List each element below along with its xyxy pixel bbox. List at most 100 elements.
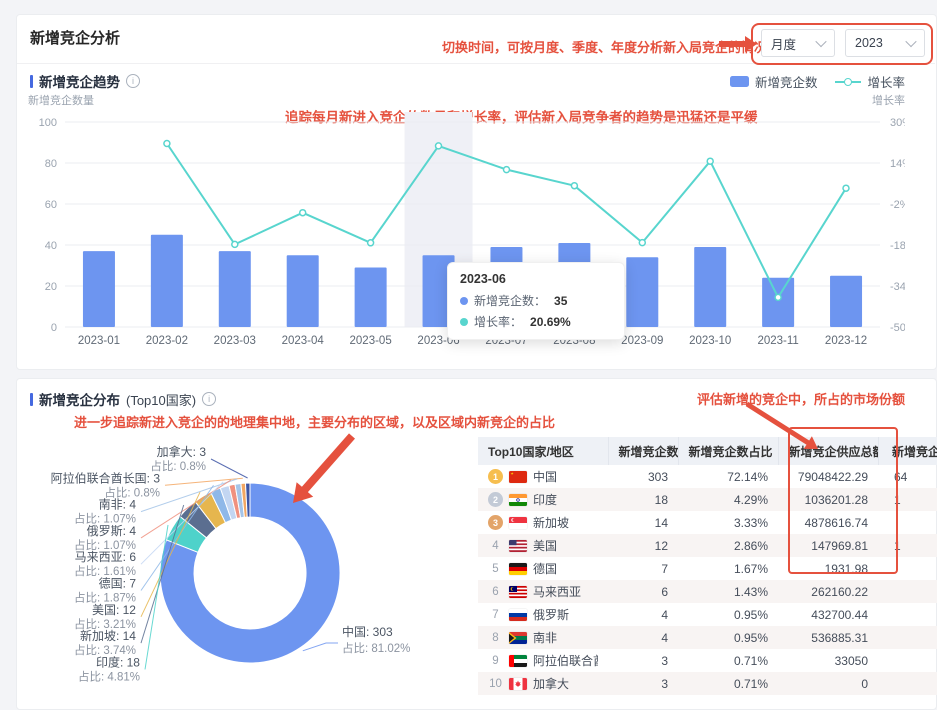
- bar-2023-06[interactable]: [422, 255, 455, 327]
- tooltip-title: 2023-06: [460, 272, 506, 286]
- cell-count: 3: [661, 653, 668, 668]
- cell-count_pct: 1.67%: [733, 561, 768, 576]
- bar-2023-03[interactable]: [218, 251, 251, 327]
- bar-2023-01[interactable]: [82, 251, 115, 327]
- bar-2023-04[interactable]: [286, 255, 319, 327]
- country-name: 马来西亚: [533, 585, 582, 599]
- x-tick: 2023-02: [146, 335, 188, 347]
- donut-label-pct: 占比: 0.8%: [104, 485, 160, 499]
- country-name: 中国: [533, 470, 558, 484]
- flag-icon-cn: [509, 470, 527, 483]
- y-right-tick: 14%: [890, 158, 905, 170]
- country-name: 南非: [533, 631, 558, 645]
- tooltip-row: 增长率： 20.69%: [460, 313, 612, 330]
- table-row-俄罗斯[interactable]: 7 俄罗斯 4 0.95% 432700.44: [478, 603, 937, 626]
- growth-line-point[interactable]: [706, 157, 714, 165]
- year-select[interactable]: 2023: [845, 29, 925, 57]
- bar-2023-10[interactable]: [694, 247, 727, 327]
- table-header-1: 新增竞企数: [607, 437, 678, 465]
- country-name: 加拿大: [533, 677, 570, 691]
- bar-2023-05[interactable]: [354, 267, 387, 327]
- info-icon[interactable]: [126, 74, 140, 88]
- info-icon[interactable]: [202, 392, 217, 406]
- growth-line-point[interactable]: [570, 181, 579, 190]
- growth-line-point[interactable]: [366, 239, 375, 247]
- distribution-section-suffix: (Top10国家): [126, 392, 197, 408]
- table-header-3: 新增竞企供应总额: [777, 437, 878, 465]
- x-tick: 2023-11: [757, 335, 798, 347]
- table-row-德国[interactable]: 5 德国 7 1.67% 1931.98: [478, 557, 937, 580]
- country-name: 美国: [533, 539, 558, 553]
- table-row-南非[interactable]: 8 南非 4 0.95% 536885.31: [478, 626, 937, 649]
- flag-icon-sg: [509, 516, 527, 529]
- growth-line-point[interactable]: [638, 238, 647, 247]
- table-row-加拿大[interactable]: 10 加拿大 3 0.71% 0: [478, 672, 937, 695]
- donut-slice-中国[interactable]: [159, 482, 341, 664]
- distribution-section-header: 新增竞企分布 (Top10国家): [30, 389, 217, 409]
- annotation-distribution: 进一步追踪新进入竞企的的地理集中地，主要分布的区域，以及区域内新竞企的占比: [74, 415, 556, 430]
- country-cell: 1 中国: [478, 465, 608, 488]
- table-row-阿拉伯联合酋长国[interactable]: 9 阿拉伯联合酋长国 3 0.71% 33050: [478, 649, 937, 672]
- table-row-新加坡[interactable]: 3 新加坡 14 3.33% 4878616.74: [478, 511, 937, 534]
- cell-count: 303: [647, 469, 668, 484]
- donut-label-pct: 占比: 0.8%: [150, 459, 206, 473]
- country-name: 印度: [533, 493, 558, 507]
- growth-line-point[interactable]: [434, 142, 443, 150]
- legend-item-bars[interactable]: 新增竞企数: [729, 72, 817, 91]
- growth-line-point[interactable]: [231, 240, 239, 249]
- tooltip-row: 新增竞企数： 35: [460, 292, 612, 309]
- cell-supply_total: 147969.81: [811, 538, 868, 553]
- donut-slice-加拿大[interactable]: [244, 482, 251, 518]
- cell-supply_total: 262160.22: [811, 584, 868, 599]
- y-axis-right-label: 增长率: [872, 95, 905, 107]
- cell-count: 4: [661, 630, 668, 645]
- bar-2023-12[interactable]: [830, 275, 863, 327]
- cell-count_pct: 0.95%: [733, 607, 768, 622]
- cell-count_pct: 1.43%: [733, 584, 768, 599]
- bar-2023-11[interactable]: [762, 277, 795, 327]
- table-row-中国[interactable]: 1 中国 303 72.14% 79048422.29 64: [478, 465, 937, 488]
- legend-item-line[interactable]: 增长率: [835, 72, 905, 91]
- legend-label: 增长率: [867, 76, 905, 90]
- rank-number: 7: [492, 608, 499, 621]
- section-accent-bar: [30, 392, 33, 406]
- flag-icon-ru: [509, 608, 527, 621]
- cell-count: 4: [661, 607, 668, 622]
- cell-supply_pct_partial: 1: [894, 538, 901, 553]
- distribution-section-title: 新增竞企分布: [39, 393, 120, 408]
- cell-count_pct: 3.33%: [733, 515, 768, 530]
- period-select[interactable]: 月度: [761, 29, 835, 57]
- y-right-tick: -18%: [890, 240, 905, 252]
- line-series-dot: [460, 317, 468, 326]
- y-left-tick: 0: [51, 322, 57, 334]
- bar-2023-02[interactable]: [150, 234, 183, 327]
- table-row-美国[interactable]: 4 美国 12 2.86% 147969.81 1: [478, 534, 937, 557]
- flag-icon-my: [509, 585, 527, 598]
- period-select-value: 月度: [771, 37, 797, 52]
- growth-line-point[interactable]: [774, 293, 782, 302]
- section-accent-bar: [30, 74, 33, 88]
- country-cell: 10 加拿大: [478, 672, 608, 695]
- y-right-tick: -2%: [890, 199, 905, 211]
- donut-label-name: 南非: 4: [99, 497, 137, 512]
- cell-supply_pct_partial: [878, 649, 937, 672]
- page-title: 新增竞企分析: [30, 30, 121, 47]
- growth-line-point[interactable]: [163, 139, 171, 148]
- flag-icon-ca: [509, 677, 527, 690]
- country-cell: 8 南非: [478, 626, 608, 649]
- table-row-印度[interactable]: 2 印度 18 4.29% 1036201.28 1: [478, 488, 937, 511]
- y-left-tick: 20: [45, 281, 57, 293]
- growth-line-point[interactable]: [842, 184, 850, 192]
- donut-label-name: 马来西亚: 6: [75, 550, 137, 564]
- cell-supply_pct_partial: [878, 672, 937, 695]
- flag-icon-de: [509, 562, 527, 575]
- bar-2023-09[interactable]: [626, 257, 659, 327]
- donut-label-name: 阿拉伯联合酋长国: 3: [51, 470, 161, 485]
- growth-line-point[interactable]: [298, 208, 307, 217]
- table-row-马来西亚[interactable]: 6 马来西亚 6 1.43% 262160.22: [478, 580, 937, 603]
- x-tick: 2023-09: [621, 335, 663, 347]
- growth-line-point[interactable]: [502, 165, 511, 174]
- cell-supply_pct_partial: [878, 603, 937, 626]
- country-cell: 9 阿拉伯联合酋长国: [478, 649, 608, 672]
- cell-count: 3: [661, 676, 668, 691]
